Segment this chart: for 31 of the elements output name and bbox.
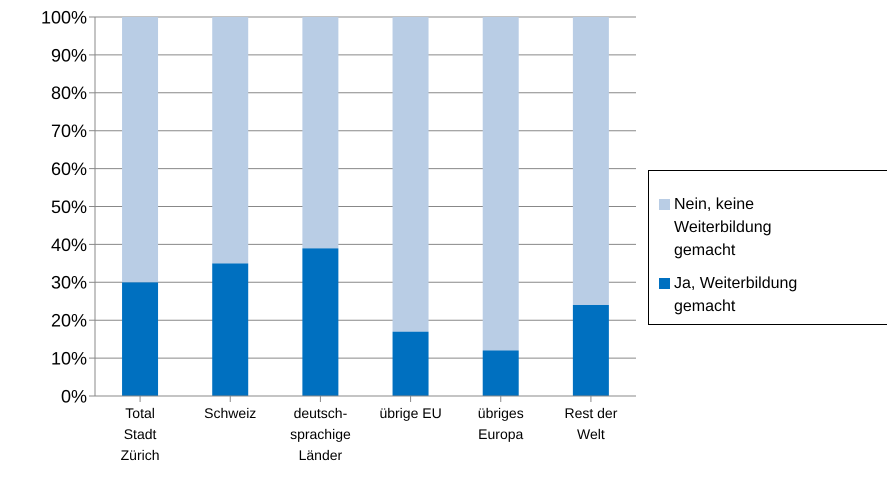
bar xyxy=(392,17,429,332)
bar xyxy=(392,332,429,396)
y-tick-label: 20% xyxy=(50,310,87,331)
bar xyxy=(302,17,338,248)
y-tick-label: 90% xyxy=(50,45,87,66)
x-tick-label: Rest der Welt xyxy=(564,405,618,442)
bar xyxy=(212,17,248,264)
x-tick-label: Schweiz xyxy=(204,405,256,421)
y-tick-label: 80% xyxy=(50,83,87,104)
bar xyxy=(482,350,519,396)
y-tick-label: 10% xyxy=(50,348,87,368)
y-tick-label: 60% xyxy=(50,158,87,179)
y-tick-label: 100% xyxy=(40,7,87,28)
bar xyxy=(212,263,248,396)
bar xyxy=(572,17,609,306)
y-tick-label: 0% xyxy=(60,386,87,406)
x-tick-label: Total Stadt Zürich xyxy=(120,405,160,463)
bar xyxy=(302,248,338,396)
y-tick-label: 50% xyxy=(50,196,87,217)
bar xyxy=(122,17,158,282)
legend-label: Ja, Weiterbildung gemacht xyxy=(674,274,798,316)
x-tick-label: übrige EU xyxy=(379,405,442,421)
x-tick-label: deutsch-sprachige Länder xyxy=(290,405,351,463)
y-tick-label: 40% xyxy=(50,234,87,255)
y-tick-label: 30% xyxy=(50,272,87,293)
bar xyxy=(572,305,609,396)
y-tick-label: 70% xyxy=(50,121,87,142)
x-tick-label: übriges Europa xyxy=(478,405,524,442)
bar xyxy=(482,17,519,351)
legend-label: Nein, keine Weiterbildung gemacht xyxy=(674,194,773,260)
bar xyxy=(122,282,158,396)
